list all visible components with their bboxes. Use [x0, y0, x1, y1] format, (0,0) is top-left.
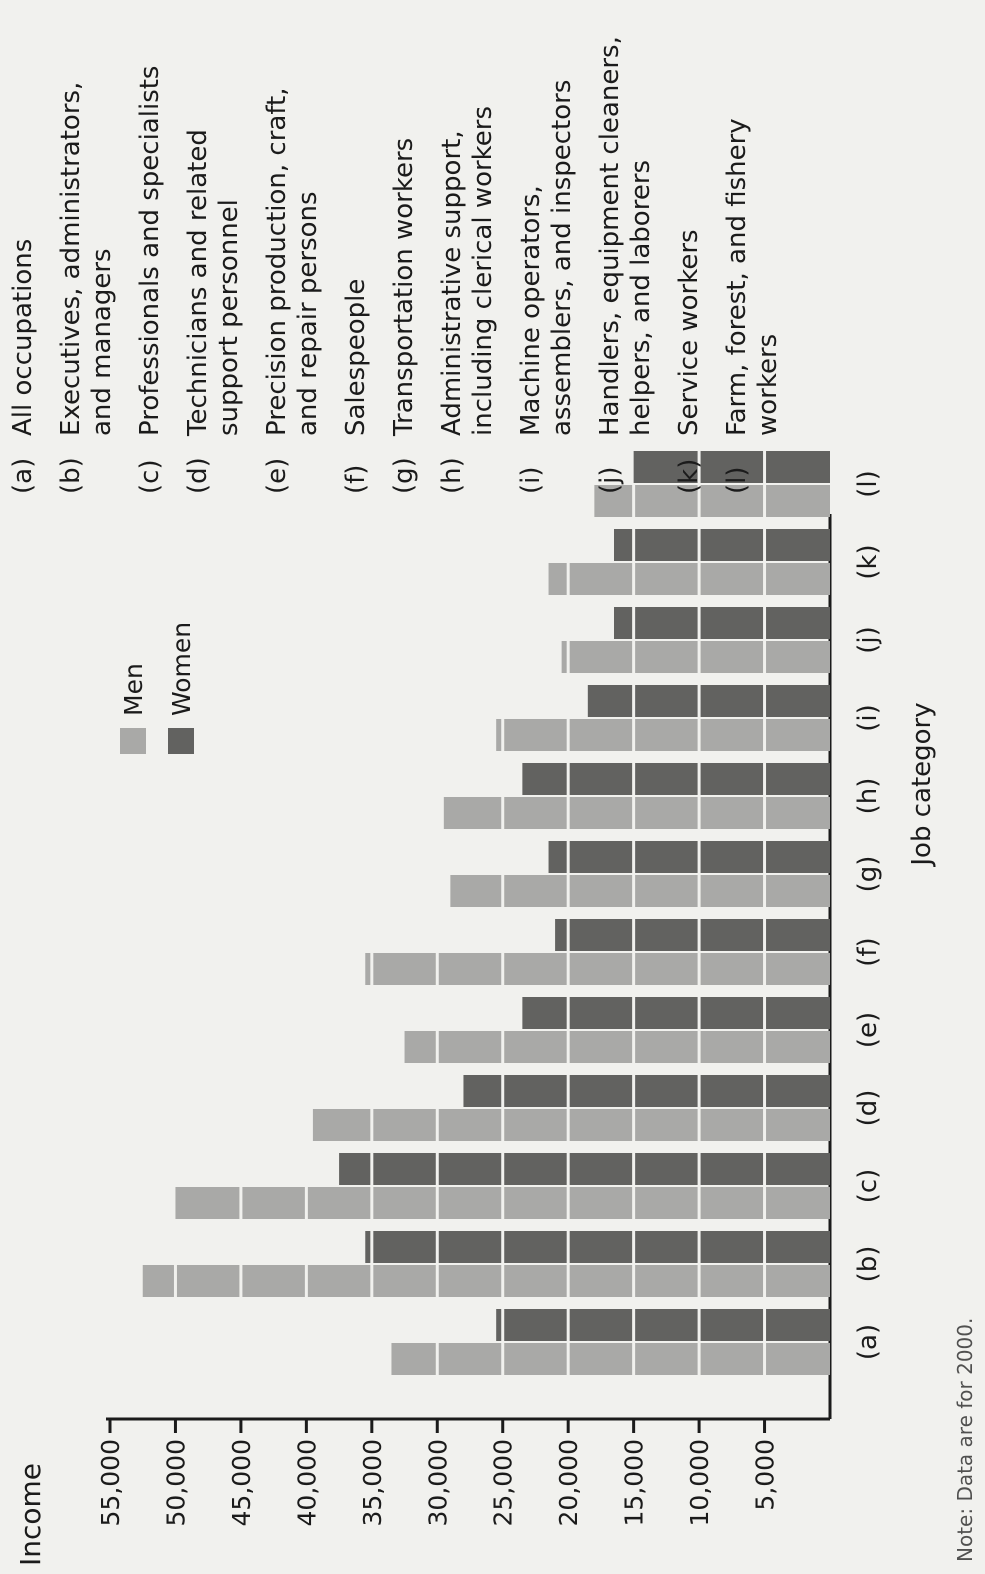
legend-label-women: Women: [167, 622, 196, 716]
bar-men: [443, 797, 830, 829]
legend-swatch-men: [120, 728, 146, 754]
y-tick-label: 30,000: [423, 1439, 452, 1526]
category-key-item: (f) Salespeople: [341, 34, 372, 494]
category-key-code: (e): [262, 457, 292, 494]
chart-note: Note: Data are for 2000.: [953, 1318, 977, 1562]
x-tick-label: (k): [853, 544, 883, 579]
legend-label-men: Men: [119, 663, 148, 716]
x-tick-label: (i): [853, 704, 883, 732]
bar-women: [365, 1231, 830, 1263]
x-tick-label: (h): [853, 778, 883, 815]
category-key-label: Salespeople: [341, 278, 371, 436]
bar-men: [365, 953, 830, 985]
category-key-code: (f): [341, 464, 371, 494]
bar-women: [587, 685, 830, 717]
x-tick-label: (b): [853, 1246, 883, 1283]
category-key-code: (k): [674, 458, 704, 494]
y-tick-label: 25,000: [489, 1439, 518, 1526]
bar-men: [312, 1109, 830, 1141]
y-tick-label: 55,000: [96, 1439, 125, 1526]
category-key-label: Administrative support, including cleric…: [437, 105, 498, 436]
x-tick-label: (a): [853, 1324, 883, 1360]
bar-men: [450, 875, 830, 907]
legend-swatch-women: [168, 728, 194, 754]
bar-men: [142, 1265, 830, 1297]
category-key-label: Precision production, craft, and repair …: [262, 87, 323, 437]
category-key-item: (h) Administrative support, including cle…: [437, 34, 499, 494]
bar-women: [614, 607, 830, 639]
y-tick-label: 40,000: [292, 1439, 321, 1526]
y-axis-label: Income: [14, 1463, 47, 1566]
bar-women: [555, 919, 830, 951]
bar-women: [339, 1153, 830, 1185]
x-tick-label: (f): [853, 937, 883, 966]
category-key-code: (g): [389, 457, 419, 494]
category-key-code: (a): [8, 457, 38, 494]
bar-women: [633, 451, 830, 483]
category-key-code: (c): [135, 459, 165, 494]
x-tick-label: (d): [853, 1090, 883, 1127]
y-tick-label: 20,000: [554, 1439, 583, 1526]
category-key-item: (g) Transportation workers: [389, 34, 420, 494]
category-key-code: (b): [56, 457, 86, 494]
bar-women: [614, 529, 830, 561]
category-key-item: (i) Machine operators, assemblers, and in…: [516, 34, 578, 494]
category-key: (a) All occupations (b) Executives, adminis…: [8, 34, 801, 494]
y-tick-label: 10,000: [685, 1439, 714, 1526]
bar-men: [391, 1343, 830, 1375]
bar-women: [548, 841, 831, 873]
category-key-code: (d): [183, 457, 213, 494]
bar-men: [496, 719, 830, 751]
category-key-code: (i): [516, 466, 546, 494]
category-key-label: Executives, administrators, and managers: [56, 81, 117, 436]
x-tick-label: (l): [853, 470, 883, 498]
category-key-label: Machine operators, assemblers, and inspe…: [516, 79, 577, 436]
x-tick-label: (c): [853, 1169, 883, 1204]
category-key-item: (k) Service workers: [674, 34, 705, 494]
x-tick-label: (e): [853, 1012, 883, 1048]
y-tick-label: 15,000: [620, 1439, 649, 1526]
category-key-item: (l) Farm, forest, and fishery workers: [722, 34, 784, 494]
category-key-code: (j): [595, 466, 625, 494]
y-tick-label: 50,000: [161, 1439, 190, 1526]
category-key-label: All occupations: [8, 238, 38, 436]
category-key-item: (c) Professionals and specialists: [135, 34, 166, 494]
category-key-code: (h): [437, 457, 467, 494]
category-key-label: Transportation workers: [389, 137, 419, 436]
x-tick-label: (g): [853, 856, 883, 893]
x-tick-label: (j): [853, 626, 883, 654]
y-tick-label: 5,000: [751, 1439, 780, 1511]
bar-women: [463, 1075, 830, 1107]
category-key-label: Farm, forest, and fishery workers: [722, 118, 783, 436]
category-key-item: (b) Executives, administrators, and manag…: [56, 34, 118, 494]
y-tick-label: 45,000: [227, 1439, 256, 1526]
bar-women: [496, 1309, 830, 1341]
category-key-code: (l): [722, 466, 752, 494]
bar-men: [594, 485, 831, 517]
category-key-item: (d) Technicians and related support perso…: [183, 34, 245, 494]
bar-men: [548, 563, 831, 595]
bar-women: [522, 997, 830, 1029]
bar-women: [522, 763, 830, 795]
bar-men: [404, 1031, 830, 1063]
category-key-item: (a) All occupations: [8, 34, 39, 494]
bar-men: [561, 641, 830, 673]
category-key-item: (e) Precision production, craft, and repa…: [262, 34, 324, 495]
category-key-label: Service workers: [674, 229, 704, 436]
y-tick-label: 35,000: [358, 1439, 387, 1526]
x-axis-label: Job category: [907, 702, 937, 867]
category-key-label: Technicians and related support personne…: [183, 129, 244, 436]
category-key-item: (j) Handlers, equipment cleaners, helpers…: [595, 34, 657, 494]
category-key-label: Handlers, equipment cleaners, helpers, a…: [595, 36, 656, 436]
category-key-label: Professionals and specialists: [135, 65, 165, 436]
